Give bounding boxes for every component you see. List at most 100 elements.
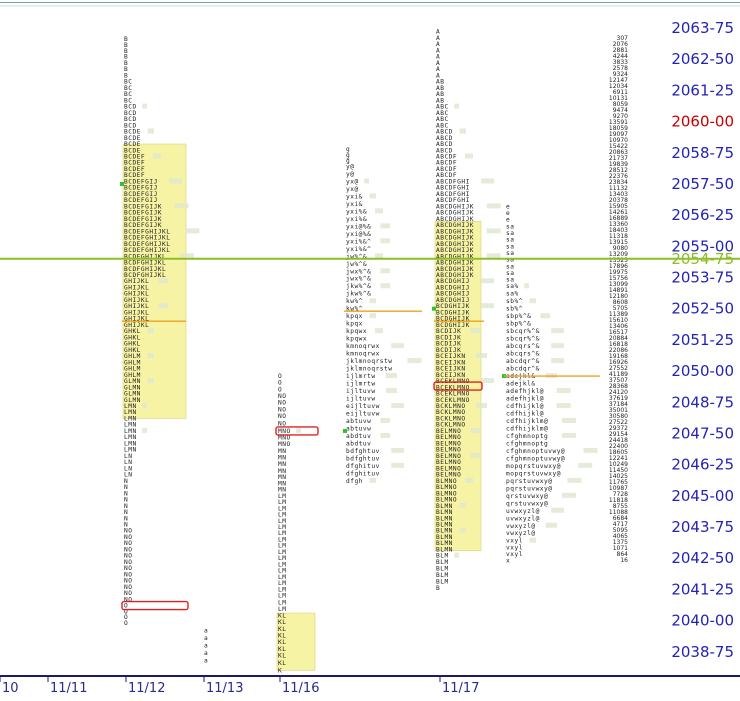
tpo-row-11-17-overnight-16: mopqrstuvwxy@	[506, 463, 561, 470]
tpo-row-11-17-overnight-14: cfghmnoptg	[506, 433, 548, 440]
tpo-row-11-16-overnight-12: kpqwx	[346, 328, 367, 335]
volume-value-62: 35001	[609, 407, 628, 414]
tpo-fill-11-17-14-2: BCEKLMNO	[436, 391, 470, 398]
volume-bar-11-17-8	[486, 228, 501, 234]
tpo-fill-11-16-overnight-9-1: jkw%^&	[346, 291, 371, 298]
volume-value-55: 27552	[609, 365, 628, 372]
tpo-row-11-12-14: GLMN	[124, 378, 141, 385]
tpo-fill-11-17-18-3: BLMNO	[436, 497, 457, 504]
volume-bar-11-17-14	[481, 378, 494, 384]
tpo-row-11-16-13: KL	[278, 652, 286, 659]
volume-bar-11-17-12	[470, 328, 480, 334]
open-marker-11-12	[120, 181, 124, 186]
tpo-fill-11-12-18-2: N	[124, 490, 128, 497]
tpo-row-11-17-overnight-6: sbp%^&	[506, 313, 531, 320]
volume-value-16: 19097	[609, 131, 628, 138]
tpo-fill-11-12-21-1: NO	[124, 559, 132, 566]
tpo-row-11-16-overnight-17: eijltuvw	[346, 403, 380, 410]
tpo-row-11-13-1: a	[204, 643, 208, 650]
tpo-fill-11-17-overnight-16-1: mopqrstuvwxy@	[506, 470, 561, 477]
tpo-fill-11-17-5-3: ABCDF	[436, 172, 457, 179]
tpo-row-11-13-2: a	[204, 657, 208, 664]
volume-bar-11-17-overnight-8	[551, 343, 564, 349]
tpo-row-11-16-overnight-14: jklmnoqrstw	[346, 358, 392, 365]
tpo-fill-11-12-23-1: O	[124, 608, 128, 615]
tpo-row-11-16-5: MN	[278, 468, 286, 475]
volume-bar-11-16-overnight-18	[380, 417, 390, 423]
volume-value-87: 16	[620, 557, 628, 564]
tpo-row-11-17-0: A	[436, 29, 440, 36]
volume-bar-11-12-4	[147, 128, 154, 134]
tpo-fill-11-12-15-2: LMN	[124, 415, 137, 422]
tpo-fill-11-12-19-3: N	[124, 522, 128, 529]
tpo-fill-11-16-3-1: MNO	[278, 435, 291, 442]
tpo-fill-11-17-overnight-12-1: cdfhijkl@	[506, 410, 544, 417]
tpo-fill-11-12-7-3: BCDEFGIJK	[124, 222, 162, 229]
tpo-fill-11-12-16-2: LMN	[124, 440, 137, 447]
volume-bar-11-17-6	[481, 178, 494, 184]
tpo-row-11-17-overnight-9: abcdqr^&	[506, 358, 540, 365]
volume-bar-11-17-overnight-11	[556, 388, 571, 394]
tpo-fill-11-17-1-3: A	[436, 72, 440, 79]
tpo-row-11-16-overnight-4: yxi%&	[346, 208, 367, 215]
tpo-fill-11-12-9-3: BCDFGHIJKL	[124, 272, 166, 279]
tpo-fill-11-16-6-1: LM	[278, 499, 286, 506]
tpo-fill-11-12-6-1: BCDEFGIJ	[124, 185, 158, 192]
volume-value-82: 5095	[613, 527, 628, 534]
tpo-row-11-17-16: BELMNO	[436, 428, 461, 435]
tpo-fill-11-12-3-3: BCD	[124, 122, 137, 129]
tpo-fill-11-12-5-3: BCDEF	[124, 172, 145, 179]
tpo-fill-11-17-19-2: BLMN	[436, 515, 453, 522]
date-label-0: 10	[2, 681, 19, 696]
tpo-fill-11-12-19-2: N	[124, 515, 128, 522]
volume-bar-11-16-overnight-14	[407, 358, 422, 364]
open-marker-11-16-overnight	[343, 428, 347, 433]
tpo-row-11-17-overnight-4: sa%	[506, 283, 519, 290]
price-label-2047-50: 2047-50	[671, 424, 734, 442]
tpo-row-11-17-22: B	[436, 585, 440, 592]
volume-bar-11-12-13	[147, 353, 154, 359]
tpo-fill-11-16-overnight-15-1: ijlmrtw	[346, 381, 376, 388]
volume-value-75: 10987	[609, 485, 628, 492]
volume-value-48: 13406	[609, 323, 628, 330]
tpo-fill-11-16-1-1: NO	[278, 400, 286, 407]
tpo-fill-11-12-0-1: B	[124, 42, 128, 49]
tpo-row-11-16-11: KL	[278, 613, 286, 620]
tpo-fill-11-17-overnight-4-1: sa%	[506, 291, 519, 298]
tpo-fill-11-16-0-2: O	[278, 386, 282, 393]
tpo-fill-11-16-10-1: LM	[278, 599, 286, 606]
volume-value-65: 29372	[609, 425, 628, 432]
volume-bar-11-16-overnight-19	[380, 432, 390, 438]
current-price-label: 2054-75	[671, 250, 734, 268]
tpo-row-11-17-1: A	[436, 54, 440, 61]
volume-value-40: 15756	[609, 275, 628, 282]
tpo-fill-11-17-16-3: BELMNO	[436, 447, 461, 454]
tpo-fill-11-17-6-3: ABCDFGHI	[436, 197, 470, 204]
tpo-fill-11-17-8-2: ABCDGHIJK	[436, 241, 474, 248]
tpo-fill-11-12-12-3: GHKL	[124, 347, 141, 354]
tpo-fill-11-16-overnight-20-1: bdfghtuv	[346, 455, 380, 462]
volume-value-68: 22400	[609, 443, 628, 450]
tpo-fill-11-17-overnight-3-2: sa	[506, 277, 514, 284]
volume-value-37: 13525	[609, 257, 628, 264]
volume-value-70: 12241	[609, 455, 628, 462]
tpo-row-11-12-16: LMN	[124, 428, 137, 435]
volume-bar-11-17-overnight-16	[578, 462, 593, 468]
tpo-row-11-12-18: N	[124, 478, 128, 485]
tpo-fill-11-17-5-2: ABCDF	[436, 166, 457, 173]
price-label-2038-75: 2038-75	[671, 643, 734, 661]
volume-value-31: 13360	[609, 221, 628, 228]
volume-value-47: 15610	[609, 317, 628, 324]
tpo-fill-11-12-11-3: GHIJKL	[124, 322, 149, 329]
tpo-fill-11-16-overnight-13-1: kmnoqrwx	[346, 351, 380, 358]
tpo-row-11-13-0: a	[204, 628, 208, 635]
volume-bar-11-12-11	[158, 303, 168, 309]
tpo-fill-11-16-9-2: LM	[278, 580, 286, 587]
volume-bar-11-16-overnight-21	[391, 462, 404, 468]
volume-bar-11-12-8	[185, 228, 200, 234]
volume-value-59: 24120	[609, 389, 628, 396]
volume-value-34: 13915	[609, 239, 628, 246]
volume-value-61: 37184	[609, 401, 628, 408]
tpo-fill-11-12-12-1: GHKL	[124, 334, 141, 341]
tpo-fill-11-16-overnight-3-1: yxi&	[346, 201, 363, 208]
